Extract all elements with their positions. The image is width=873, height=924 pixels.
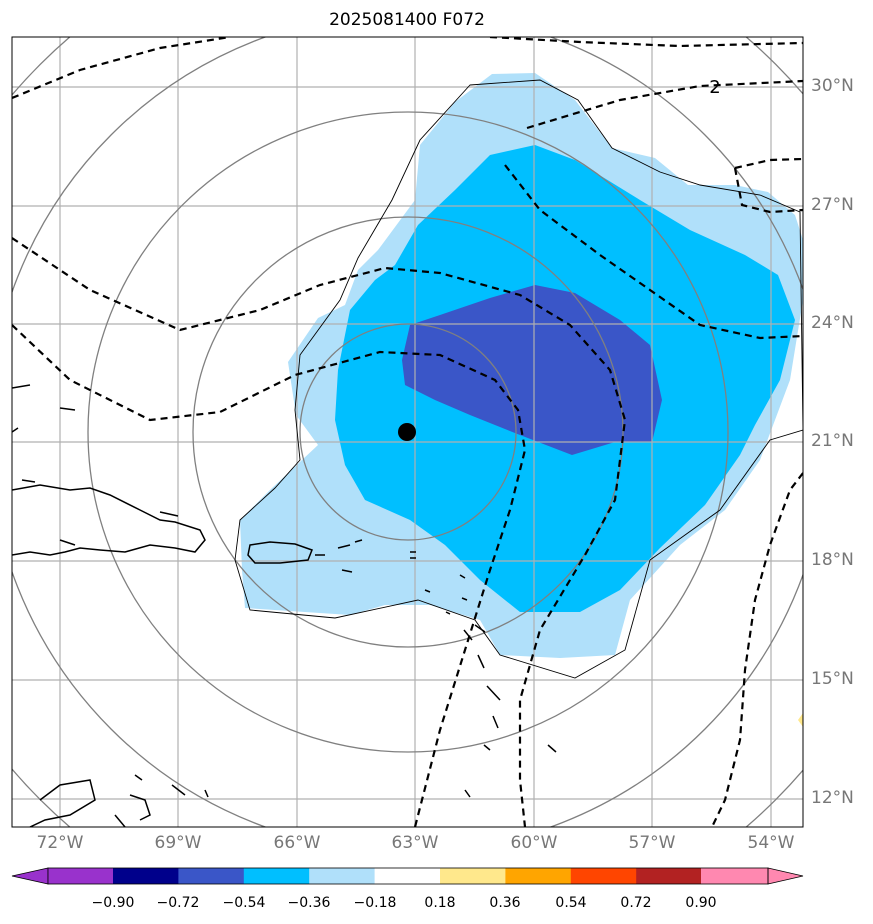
colorbar [11,867,804,885]
colorbar-tick-label: 0.18 [424,895,456,911]
colorbar-tick-label: −0.36 [287,895,331,911]
colorbar-tick-label: 0.90 [685,895,717,911]
colorbar-segment [570,868,637,884]
puerto-rico [247,541,313,564]
colorbar-extend-low [11,867,49,885]
range-rings [12,37,803,827]
colorbar-segment [505,868,572,884]
contour-label: 2 [709,77,720,98]
colorbar-segment [113,868,179,884]
outer-contour [234,79,803,679]
colorbar-segment [178,868,245,884]
lat-label-18n: 18°N [811,550,854,570]
colorbar-segment [636,868,703,884]
dashed-contours [12,37,803,827]
colorbar-segment [440,868,506,884]
colorbar-tick-label: −0.54 [222,895,266,911]
colorbar-segment [701,868,768,884]
lat-label-21n: 21°N [811,431,854,451]
colorbar-tick-label: 0.36 [489,895,521,911]
hispaniola [12,484,206,556]
map-panel: 2 [11,36,804,828]
colorbar-segment [243,868,310,884]
lon-label-72w: 72°W [36,833,84,853]
lon-label-57w: 57°W [628,833,676,853]
lat-label-27n: 27°N [811,195,854,215]
lat-label-12n: 12°N [811,788,854,808]
lat-label-30n: 30°N [811,76,854,96]
colorbar-segment [309,868,376,884]
storm-center-marker [398,423,416,441]
lon-label-69w: 69°W [154,833,202,853]
shading-level3 [402,285,662,455]
lat-label-15n: 15°N [811,669,854,689]
colorbar-tick-label: −0.90 [91,895,135,911]
colorbar-segment [374,868,441,884]
colorbar-extend-high [767,867,804,885]
lon-label-60w: 60°W [510,833,558,853]
colorbar-tick-label: 0.72 [620,895,652,911]
colorbar-border [47,867,769,885]
map-title: 2025081400 F072 [329,10,485,30]
lon-label-54w: 54°W [747,833,795,853]
coastlines [12,384,557,827]
edge-marker [798,713,803,727]
colorbar-tick-label: −0.18 [353,895,397,911]
colorbar-tick-label: −0.72 [156,895,200,911]
lon-label-66w: 66°W [273,833,321,853]
colorbar-tick-label: 0.54 [555,895,587,911]
lat-label-24n: 24°N [811,313,854,333]
lon-label-63w: 63°W [391,833,439,853]
colorbar-segment [48,868,113,884]
